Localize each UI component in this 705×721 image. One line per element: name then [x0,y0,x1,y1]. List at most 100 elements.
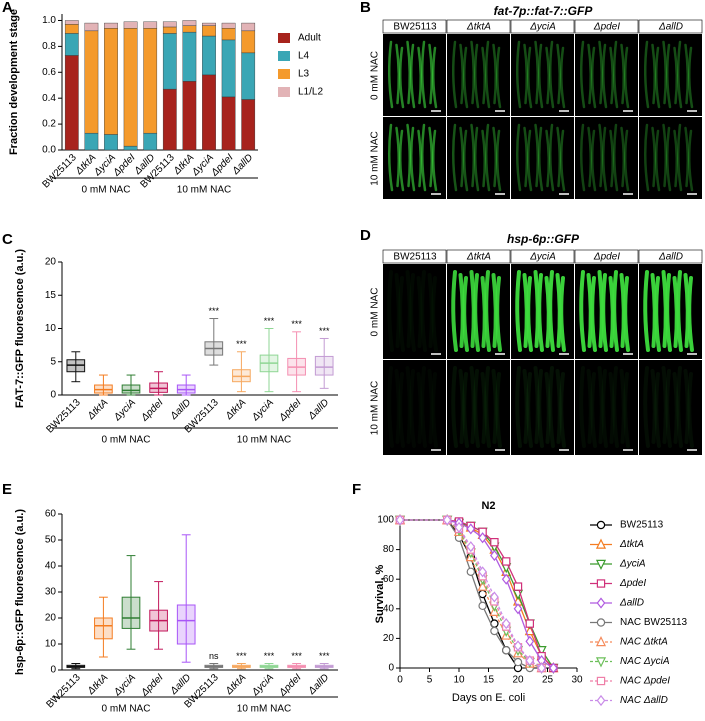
worm [523,126,529,188]
worm [654,276,661,352]
worm [395,43,401,105]
marker [490,549,499,562]
column-header [446,19,511,34]
y-tick-label: 0.8 [42,41,56,52]
worm [556,43,562,105]
worm [666,43,672,109]
y-tick-label: 80 [383,544,395,555]
worm [463,46,469,109]
worm [665,273,672,352]
column-header [446,249,511,264]
column-header [574,249,639,264]
x-tick-label: ΔpdeI [139,397,166,424]
worm [534,123,540,188]
legend-label: L1/L2 [298,87,323,98]
worm [545,129,551,188]
worm [619,369,626,444]
marker [537,662,546,674]
x-tick-label: ΔallD [306,672,331,697]
worm [527,46,533,109]
worm [683,369,690,444]
significance: *** [209,306,220,316]
worm [515,40,522,109]
y-tick-label: 20 [383,633,395,644]
marker [502,646,511,655]
significance: *** [264,316,275,326]
worm [427,273,434,348]
legend-swatch [278,51,290,61]
worm [623,372,630,448]
marker [478,566,487,578]
worm [602,43,608,109]
worm [470,123,476,188]
column-label: ΔallD [658,252,683,263]
worm [624,129,630,192]
worm [579,366,586,448]
worm [587,126,593,188]
worm [643,40,650,109]
x-tick-label: ΔyciA [111,397,138,424]
worm [687,276,694,352]
x-tick-label: ΔpdeI [111,152,138,179]
x-tick-label: ΔpdeI [277,672,304,699]
y-tick-label: 0.0 [42,145,56,156]
worm [410,126,416,192]
worm [651,43,657,105]
bar-segment [202,35,216,76]
worm [394,273,401,348]
worm [484,270,491,352]
worm [651,126,657,188]
worm [555,369,562,444]
bar-segment [241,99,256,151]
worm [560,46,566,109]
marker [501,573,511,585]
panel-label: E [2,481,12,498]
bar-segment [143,132,158,151]
survival-line [400,519,519,669]
x-tick-label: ΔallD [306,397,331,422]
significance: *** [291,319,302,329]
micrograph [511,360,574,455]
legend-label: NAC ΔpdeI [620,676,670,687]
worm [432,46,438,109]
worm [473,273,480,352]
worm [612,123,619,192]
worm [481,46,487,105]
bar-segment [64,20,79,25]
worm [586,369,593,444]
bar-segment [64,55,79,151]
bar-segment [143,21,158,29]
x-tick-label: ΔtktA [85,672,111,698]
micrograph [575,117,638,199]
y-axis-label: Fraction development stage [8,9,20,155]
column-label: BW25113 [393,22,437,33]
worm [601,273,608,352]
worm [597,366,604,444]
panel-label: D [360,227,371,244]
marker [490,537,499,547]
worm [560,129,566,192]
worm [538,43,544,109]
bar-segment [104,22,118,29]
worm [643,123,650,192]
x-tick-label: 25 [542,675,554,686]
marker [502,557,511,566]
worm [673,46,679,105]
worm [590,372,597,448]
y-tick-label: 0.2 [42,119,56,130]
bar-segment [221,39,236,98]
x-tick-label: ΔtktA [85,397,111,423]
y-tick-label: 0.6 [42,67,56,78]
worm [559,276,566,352]
legend-marker [596,520,606,530]
column-header [510,249,575,264]
worm [515,270,522,352]
y-tick-label: 10 [45,639,57,650]
y-axis-label: Survival, % [374,564,386,623]
x-tick-label: BW25113 [40,152,79,191]
worm [410,43,416,109]
worm [662,123,668,188]
micrograph [575,34,638,116]
bar-segment [84,22,99,32]
